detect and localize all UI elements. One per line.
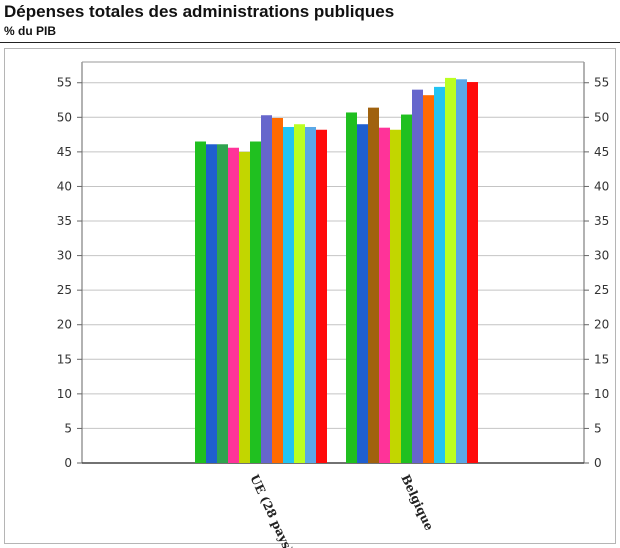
y-tick-label-left: 45 [57,145,72,159]
bar-belgique-9 [423,95,434,463]
y-tick-label-right: 15 [594,352,609,366]
y-tick-label-right: 35 [594,214,609,228]
bar-belgique-6 [390,129,401,463]
bar-ue-28-7 [250,141,261,464]
y-tick-label-right: 55 [594,76,609,90]
bar-belgique-11 [445,77,456,463]
bar-ue-28-11 [294,124,305,464]
y-tick-label-left: 25 [57,283,72,297]
bar-belgique-4 [368,107,379,463]
bar-belgique-5 [379,127,390,464]
x-category-label: Belgique [398,472,436,533]
y-tick-label-right: 50 [594,110,609,124]
y-tick-label-left: 5 [64,421,72,435]
y-tick-label-right: 40 [594,179,609,193]
bar-ue-28-2 [206,144,217,463]
x-category-label: UE (28 pays) [247,472,296,548]
bar-ue-28-8 [261,115,272,463]
y-tick-label-left: 20 [57,318,72,332]
chart-subtitle: % du PIB [4,24,57,38]
bar-ue-28-9 [272,118,283,464]
y-tick-label-left: 40 [57,179,72,193]
bar-belgique-1 [346,112,357,463]
y-tick-label-left: 35 [57,214,72,228]
bar-ue-28-12 [305,126,316,463]
bar-ue-28-5 [228,147,239,464]
bar-belgique-13 [467,82,478,464]
y-tick-label-right: 5 [594,421,602,435]
bar-ue-28-3 [217,144,228,463]
bar-ue-28-13 [316,129,327,463]
title-divider [0,42,620,43]
y-tick-label-right: 30 [594,249,609,263]
bar-belgique-2 [357,124,368,464]
y-tick-label-left: 10 [57,387,72,401]
y-tick-label-left: 15 [57,352,72,366]
y-tick-label-right: 20 [594,318,609,332]
chart-frame [4,48,616,544]
y-tick-label-left: 55 [57,76,72,90]
bar-belgique-8 [412,89,423,463]
bar-belgique-10 [434,86,445,464]
y-tick-label-left: 0 [64,456,72,470]
bar-ue-28-1 [195,141,206,464]
y-tick-label-right: 25 [594,283,609,297]
y-tick-label-left: 30 [57,249,72,263]
bar-belgique-12 [456,79,467,463]
bar-ue-28-10 [283,126,294,463]
y-tick-label-right: 45 [594,145,609,159]
bar-belgique-7 [401,114,412,463]
y-tick-label-right: 10 [594,387,609,401]
bar-ue-28-6 [239,151,250,463]
y-tick-label-right: 0 [594,456,602,470]
chart-title: Dépenses totales des administrations pub… [4,2,395,21]
y-tick-label-left: 50 [57,110,72,124]
